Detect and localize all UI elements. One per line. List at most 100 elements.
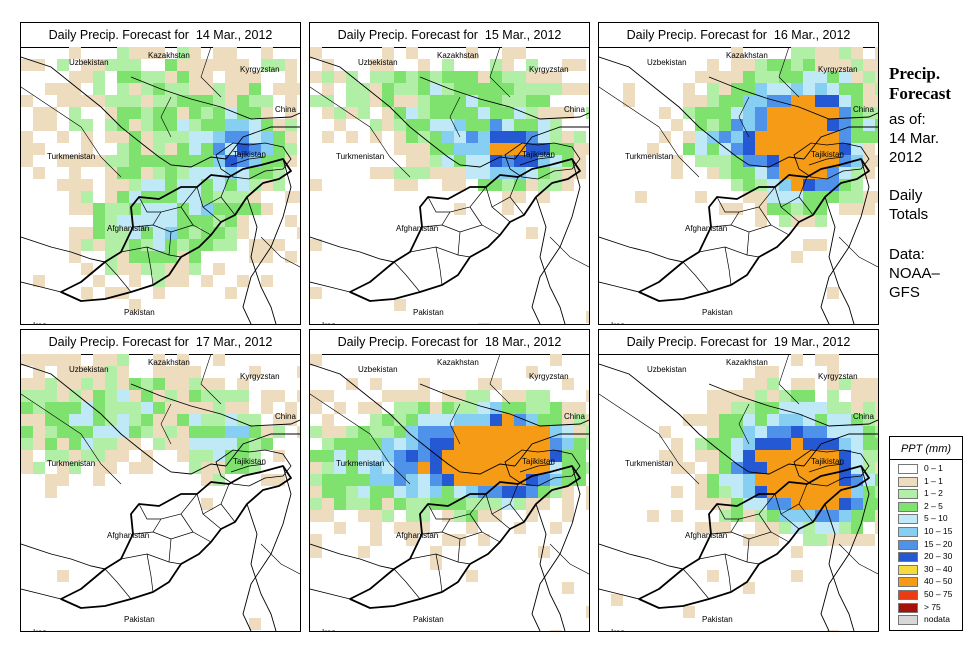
precip-cell: [562, 143, 574, 155]
precip-cell: [731, 462, 743, 474]
precip-cell: [707, 402, 719, 414]
river-line: [549, 543, 589, 575]
precip-cell: [442, 474, 454, 486]
precip-cell: [586, 606, 589, 618]
country-border: [535, 196, 566, 324]
precip-cell: [370, 498, 382, 510]
precip-cell: [779, 414, 791, 426]
precip-cell: [261, 239, 273, 251]
precip-cell: [863, 390, 875, 402]
precip-cell: [707, 167, 719, 179]
precip-cell: [225, 47, 237, 59]
precip-cell: [69, 71, 81, 83]
precip-cell: [105, 378, 117, 390]
precip-cell: [69, 239, 81, 251]
precip-cell: [707, 390, 719, 402]
precip-cell: [69, 251, 81, 263]
precip-cell: [466, 83, 478, 95]
precip-cell: [695, 143, 707, 155]
precip-cell: [755, 215, 767, 227]
precip-cell: [81, 203, 93, 215]
precip-cell: [69, 426, 81, 438]
precip-cell: [285, 59, 297, 71]
precip-cell: [863, 203, 875, 215]
precip-cell: [81, 287, 93, 299]
precip-cell: [370, 450, 382, 462]
precip-cell: [707, 414, 719, 426]
precip-cell: [81, 119, 93, 131]
precip-cell: [129, 119, 141, 131]
precip-cell: [851, 143, 863, 155]
precip-cell: [538, 474, 550, 486]
precip-cell: [177, 83, 189, 95]
precip-cell: [370, 167, 382, 179]
precip-cell: [57, 155, 69, 167]
precip-cell: [81, 426, 93, 438]
river-line: [599, 86, 700, 178]
precip-cell: [418, 378, 430, 390]
precip-cell: [201, 402, 213, 414]
precip-cell: [875, 71, 878, 83]
precip-cell: [358, 426, 370, 438]
precip-cell: [129, 71, 141, 83]
precip-cell: [803, 498, 815, 510]
precip-cell: [767, 510, 779, 522]
precip-cell: [406, 414, 418, 426]
panel-title: Daily Precip. Forecast for 17 Mar., 2012: [21, 330, 300, 355]
country-border: [803, 433, 878, 467]
precip-cell: [261, 59, 273, 71]
precip-cell: [129, 107, 141, 119]
precip-cell: [93, 71, 105, 83]
precip-cell: [466, 167, 478, 179]
precip-cell: [45, 426, 57, 438]
precip-cell: [815, 107, 827, 119]
map-label: Tajikistan: [233, 150, 266, 159]
precip-cell: [562, 582, 574, 594]
precip-cell: [45, 438, 57, 450]
precip-cell: [225, 426, 237, 438]
country-border: [708, 76, 878, 120]
precip-map: UzbekistanKazakhstanKyrgyzstanChinaTurkm…: [21, 354, 300, 631]
precip-cell: [827, 354, 839, 366]
precip-cell: [659, 107, 671, 119]
precip-cell: [406, 131, 418, 143]
precip-cell: [586, 438, 589, 450]
precip-cell: [839, 59, 851, 71]
precip-cell: [189, 438, 201, 450]
precip-cell: [394, 107, 406, 119]
precip-cell: [382, 510, 394, 522]
precip-cell: [57, 131, 69, 143]
precip-cell: [189, 390, 201, 402]
precip-cell: [466, 426, 478, 438]
precip-cell: [117, 47, 129, 59]
precip-cell: [442, 486, 454, 498]
precip-cell: [141, 107, 153, 119]
precip-cell: [502, 119, 514, 131]
precip-cell: [201, 215, 213, 227]
precip-cell: [153, 366, 165, 378]
province-border: [724, 246, 732, 286]
precip-cell: [851, 414, 863, 426]
precip-cell: [803, 402, 815, 414]
precip-cell: [117, 378, 129, 390]
precip-cell: [574, 83, 586, 95]
legend-divider: [890, 459, 962, 460]
precip-cell: [767, 426, 779, 438]
precip-cell: [791, 438, 803, 450]
precip-cell: [791, 83, 803, 95]
precip-cell: [430, 462, 442, 474]
precip-cell: [177, 95, 189, 107]
precip-cell: [81, 59, 93, 71]
precip-cell: [490, 71, 502, 83]
precip-cell: [526, 59, 538, 71]
precip-cell: [430, 474, 442, 486]
map-label: China: [853, 105, 874, 114]
province-border: [220, 483, 230, 505]
precip-cell: [334, 402, 346, 414]
precip-cell: [466, 119, 478, 131]
precip-cell: [526, 83, 538, 95]
precip-cell: [478, 179, 490, 191]
precip-cell: [382, 438, 394, 450]
precip-cell: [153, 71, 165, 83]
precip-cell: [490, 167, 502, 179]
